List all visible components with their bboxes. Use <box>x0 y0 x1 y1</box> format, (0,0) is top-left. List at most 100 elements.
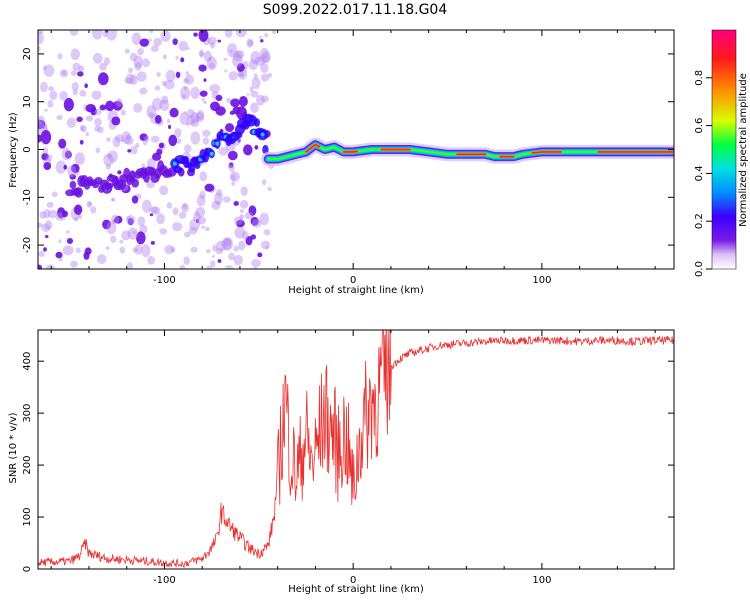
spectrum-noise-blob <box>86 200 92 208</box>
spectrum-noise-blob <box>254 56 266 67</box>
spectrum-noise-blob <box>61 147 71 161</box>
spectrum-noise-blob <box>233 216 243 225</box>
spectrum-noise-blob <box>185 71 190 76</box>
spectrum-noise-blob <box>251 259 261 268</box>
spectrum-noise-blob <box>151 152 162 161</box>
spectrum-noise-blob <box>38 31 44 45</box>
spectrum-noise-blob <box>233 254 244 266</box>
spectrogram-ytick-label: 10 <box>22 95 33 108</box>
spectrum-noise-blob <box>150 240 155 245</box>
spectrum-noise-blob <box>199 190 206 200</box>
spectrum-noise-blob <box>195 219 200 223</box>
spectrum-noise-blob <box>133 103 143 113</box>
spectrum-noise-blob <box>235 50 245 59</box>
snr-series-line <box>38 330 674 568</box>
spectrum-noise-blob <box>181 203 189 213</box>
spectrum-noise-blob <box>236 63 245 72</box>
spectrogram-xlabel: Height of straight line (km) <box>288 285 424 296</box>
spectrum-noise-blob <box>229 164 235 173</box>
spectrum-noise-blob <box>127 149 132 153</box>
spectrum-noise-blob <box>256 94 265 106</box>
spectrum-noise-blob <box>201 97 205 102</box>
spectrum-noise-blob <box>153 37 162 47</box>
spectrum-noise-blob <box>199 51 204 58</box>
spectrum-noise-blob <box>158 142 165 149</box>
spectrum-noise-blob <box>159 185 169 196</box>
spectrum-noise-blob <box>117 170 122 175</box>
spectrum-noise-blob <box>223 237 232 246</box>
spectrum-noise-blob <box>74 152 85 166</box>
spectrum-noise-blob <box>84 247 92 255</box>
spectrum-noise-blob <box>149 206 159 214</box>
spectrum-noise-blob <box>104 30 109 33</box>
spectrum-noise-blob <box>121 139 125 142</box>
spectrum-noise-blob <box>183 110 187 114</box>
spectrum-noise-blob <box>190 86 200 99</box>
spectrum-noise-blob <box>195 115 200 122</box>
spectrum-noise-blob <box>244 211 254 220</box>
spectrum-noise-blob <box>183 78 190 84</box>
spectrum-noise-blob <box>183 256 190 265</box>
spectrum-noise-blob <box>198 30 209 42</box>
spectrum-noise-blob <box>131 32 142 46</box>
spectrum-noise-blob <box>141 163 146 168</box>
spectrum-noise-blob <box>144 135 150 143</box>
spectrum-noise-blob <box>40 130 52 145</box>
spectrum-noise-blob <box>199 90 208 97</box>
spectrum-noise-blob <box>228 71 239 81</box>
spectrum-noise-blob <box>195 206 206 218</box>
spectrum-noise-blob <box>234 226 246 239</box>
spectrum-noise-blob <box>203 78 207 82</box>
spectrum-noise-blob <box>98 72 109 86</box>
spectrum-noise-blob <box>238 240 246 251</box>
spectrum-noise-blob <box>231 174 236 181</box>
spectrum-noise-blob <box>248 205 257 216</box>
spectrum-noise-blob <box>182 202 188 210</box>
spectrogram-ylabel: Frequency (Hz) <box>8 112 19 188</box>
spectrum-ridge-core <box>209 151 214 156</box>
spectrum-noise-blob <box>77 71 84 77</box>
spectrum-noise-blob <box>43 247 47 252</box>
spectrum-noise-blob <box>240 186 248 196</box>
spectrum-noise-blob <box>66 117 77 128</box>
spectrum-noise-blob <box>85 104 96 113</box>
spectrum-noise-blob <box>215 247 224 255</box>
spectrum-noise-blob <box>58 138 67 149</box>
spectrum-noise-blob <box>41 152 49 161</box>
spectrum-noise-blob <box>248 59 258 71</box>
spectrum-noise-blob <box>212 244 218 252</box>
snr-ytick-label: 400 <box>22 352 33 371</box>
spectrum-noise-blob <box>251 218 262 228</box>
spectrum-noise-blob <box>105 100 115 112</box>
spectrogram-ytick-label: 0 <box>22 146 33 152</box>
spectrum-noise-blob <box>250 50 261 65</box>
spectrum-noise-blob <box>260 39 264 43</box>
spectrum-noise-blob <box>112 198 116 202</box>
spectrum-ridge-core <box>215 141 220 146</box>
spectrum-noise-blob <box>168 134 178 147</box>
spectrum-noise-blob <box>146 157 157 169</box>
spectrum-noise-blob <box>181 94 187 99</box>
spectrum-noise-blob <box>249 86 254 92</box>
spectrum-noise-blob <box>72 89 79 96</box>
spectrum-noise-blob <box>213 192 224 205</box>
spectrum-noise-blob <box>44 220 53 230</box>
spectrum-noise-blob <box>224 30 233 38</box>
spectrum-noise-blob <box>49 90 58 100</box>
spectrum-noise-blob <box>263 229 271 236</box>
spectrum-noise-blob <box>209 260 216 268</box>
spectrum-noise-blob <box>79 125 85 132</box>
spectrum-noise-blob <box>88 201 93 206</box>
spectrum-noise-blob <box>183 86 187 91</box>
spectrum-noise-blob <box>154 115 162 124</box>
spectrum-noise-blob <box>170 246 176 253</box>
snr-xlabel: Height of straight line (km) <box>288 584 424 595</box>
spectrogram-ytick-label: -20 <box>22 237 33 253</box>
spectrum-noise-blob <box>57 53 63 60</box>
spectrum-noise-blob <box>134 244 143 255</box>
spectrum-noise-blob <box>202 129 211 138</box>
spectrum-noise-blob <box>259 212 270 226</box>
spectrum-noise-blob <box>188 226 198 235</box>
spectrum-noise-blob <box>216 188 223 197</box>
